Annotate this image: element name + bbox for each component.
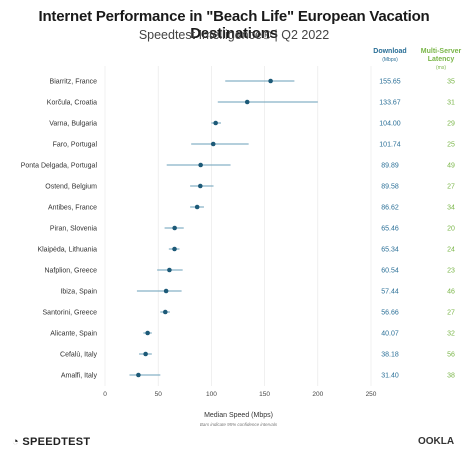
category-label: Cefalù, Italy: [60, 352, 97, 359]
category-label: Ibiza, Spain: [60, 289, 97, 296]
download-value: 31.40: [381, 373, 399, 380]
speedtest-logo: ◔ SPEEDTEST: [12, 436, 90, 448]
x-tick-label: 150: [259, 391, 270, 398]
category-label: Alicante, Spain: [50, 331, 97, 338]
median-point: [136, 372, 141, 378]
category-label: Korčula, Croatia: [47, 100, 97, 107]
category-label: Antibes, France: [48, 205, 97, 212]
x-tick-label: 0: [103, 391, 107, 398]
latency-value: 32: [447, 331, 455, 338]
download-value: 133.67: [379, 100, 401, 107]
category-label: Ponta Delgada, Portugal: [21, 163, 98, 170]
speedtest-logo-text: SPEEDTEST: [22, 436, 91, 448]
category-label: Varna, Bulgaria: [49, 121, 97, 128]
latency-value: 29: [447, 121, 455, 128]
category-label: Piran, Slovenia: [50, 226, 97, 233]
x-tick-label: 250: [366, 391, 377, 398]
chart-subtitle: Speedtest Intelligence® | Q2 2022: [138, 28, 330, 42]
download-value: 57.44: [381, 289, 399, 296]
x-axis-note: Bars indicate 95% confidence intervals: [199, 422, 278, 427]
median-point: [167, 267, 172, 273]
download-value: 38.18: [381, 352, 399, 359]
latency-header-unit: (ms): [436, 65, 446, 71]
median-point: [163, 288, 169, 294]
median-point: [143, 351, 148, 357]
download-header-label: Download: [373, 48, 407, 55]
latency-value: 38: [447, 373, 455, 380]
median-point: [198, 162, 203, 168]
download-value: 89.89: [381, 163, 399, 170]
median-point: [244, 99, 250, 105]
x-tick-label: 100: [206, 391, 217, 398]
latency-value: 35: [447, 79, 455, 86]
category-label: Ostend, Belgium: [45, 184, 97, 191]
speedtest-logo-icon: ◔: [12, 436, 19, 448]
latency-value: 49: [447, 163, 455, 170]
download-value: 65.34: [381, 247, 399, 254]
median-point: [172, 246, 177, 252]
category-label: Faro, Portugal: [53, 142, 98, 149]
median-point: [194, 204, 200, 210]
download-value: 56.66: [381, 310, 399, 317]
median-point: [268, 78, 273, 84]
latency-value: 46: [447, 289, 455, 296]
download-value: 86.62: [381, 205, 399, 212]
latency-value: 25: [447, 142, 455, 149]
latency-value: 23: [447, 268, 455, 275]
download-column-header: Download (Mbps): [368, 48, 412, 64]
category-label: Klaipėda, Lithuania: [37, 247, 97, 254]
x-tick-label: 50: [155, 391, 163, 398]
latency-value: 24: [447, 247, 455, 254]
latency-value: 20: [447, 226, 455, 233]
latency-header-label: Multi-Server Latency: [420, 48, 462, 63]
download-value: 65.46: [381, 226, 399, 233]
category-label: Nafplion, Greece: [44, 268, 97, 275]
x-tick-label: 200: [312, 391, 323, 398]
download-value: 104.00: [379, 121, 401, 128]
chart-title: Internet Performance in "Beach Life" Eur…: [38, 8, 430, 42]
category-label: Santorini, Greece: [43, 310, 98, 317]
download-value: 101.74: [379, 142, 401, 149]
category-label: Biarritz, France: [50, 79, 98, 86]
latency-value: 27: [447, 310, 455, 317]
median-point: [198, 183, 203, 189]
download-value: 40.07: [381, 331, 399, 338]
median-point: [172, 225, 177, 231]
latency-value: 56: [447, 352, 455, 359]
download-value: 89.58: [381, 184, 399, 191]
latency-value: 31: [447, 100, 455, 107]
median-point: [162, 309, 168, 315]
median-point: [145, 330, 150, 336]
ookla-logo: OOKLA: [418, 436, 455, 447]
download-value: 155.65: [379, 79, 401, 86]
median-point: [213, 120, 218, 126]
latency-value: 27: [447, 184, 455, 191]
download-header-unit: (Mbps): [382, 57, 398, 63]
latency-column-header: Multi-Server Latency (ms): [417, 48, 465, 72]
download-value: 60.54: [381, 268, 399, 275]
median-point: [210, 141, 216, 147]
x-axis-label: Median Speed (Mbps): [204, 412, 273, 419]
latency-value: 34: [447, 205, 455, 212]
category-label: Amalfi, Italy: [61, 373, 98, 380]
